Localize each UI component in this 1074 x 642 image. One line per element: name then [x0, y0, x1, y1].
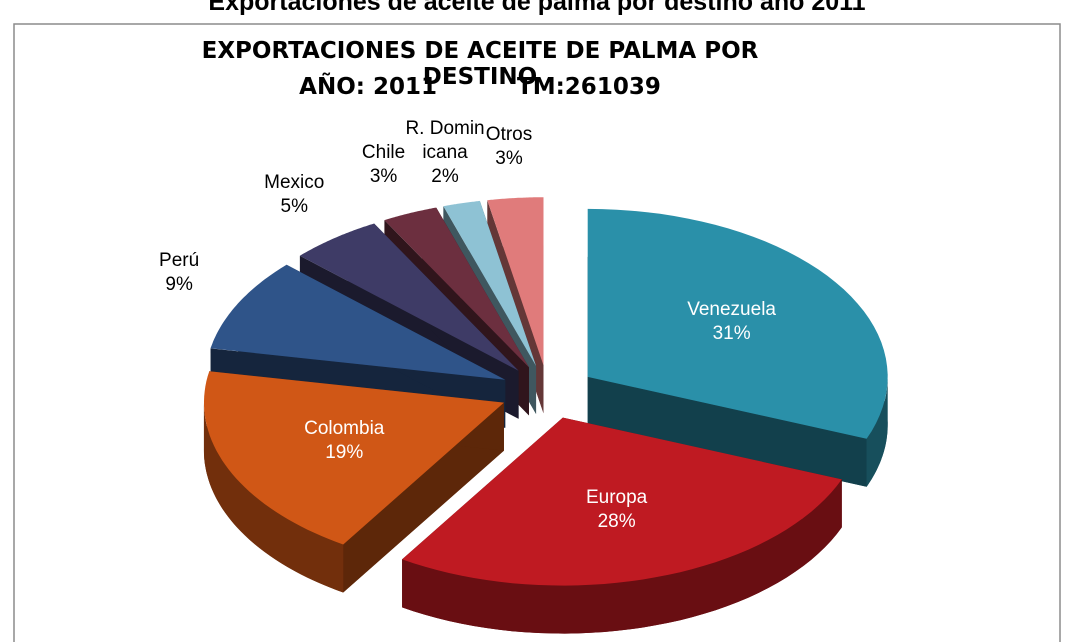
- slice-side: [203, 402, 344, 593]
- slice: [487, 197, 544, 366]
- data-label: Europa 28%: [552, 486, 682, 534]
- value-label: 28%: [597, 511, 636, 533]
- value-label: 2%: [431, 166, 459, 188]
- slice: [210, 264, 506, 380]
- data-label: Colombia 19%: [279, 417, 409, 465]
- slice-side: [402, 479, 842, 634]
- category-label: Mexico: [264, 171, 325, 193]
- data-label: Venezuela 31%: [667, 298, 797, 346]
- chart-subtitle: AÑO: 2011 TM:261039: [299, 74, 661, 100]
- slice-side: [343, 402, 504, 593]
- category-label: Colombia: [304, 418, 385, 440]
- slice: [299, 223, 519, 371]
- chart-title: EXPORTACIONES DE ACEITE DE PALMA POR DES…: [201, 38, 759, 90]
- value-label: 9%: [165, 273, 193, 295]
- value-label: 19%: [325, 442, 364, 464]
- category-label: Europa: [585, 487, 648, 509]
- category-label: Venezuela: [687, 299, 776, 321]
- category-label: R. Dominicana: [405, 118, 485, 164]
- data-label: Chile 3%: [344, 141, 424, 189]
- category-label: Chile: [361, 142, 406, 164]
- page-title: Exportaciones de aceite de palma por des…: [208, 0, 866, 16]
- slice: [384, 207, 529, 368]
- slice-side: [866, 376, 888, 487]
- data-label: Otros 3%: [469, 123, 549, 171]
- slice: [587, 208, 888, 439]
- slice: [402, 417, 842, 586]
- value-label: 5%: [280, 195, 308, 217]
- category-label: Perú: [159, 249, 200, 271]
- slice: [443, 200, 537, 366]
- value-label: 3%: [495, 148, 523, 170]
- data-label: R. Dominicana 2%: [405, 117, 485, 189]
- data-label: Mexico 5%: [254, 171, 334, 219]
- value-label: 3%: [369, 166, 398, 188]
- data-label: Perú 9%: [139, 249, 219, 297]
- category-label: Otros: [485, 124, 533, 146]
- slice-side: [587, 376, 867, 487]
- value-label: 31%: [712, 323, 751, 345]
- slice: [204, 371, 504, 545]
